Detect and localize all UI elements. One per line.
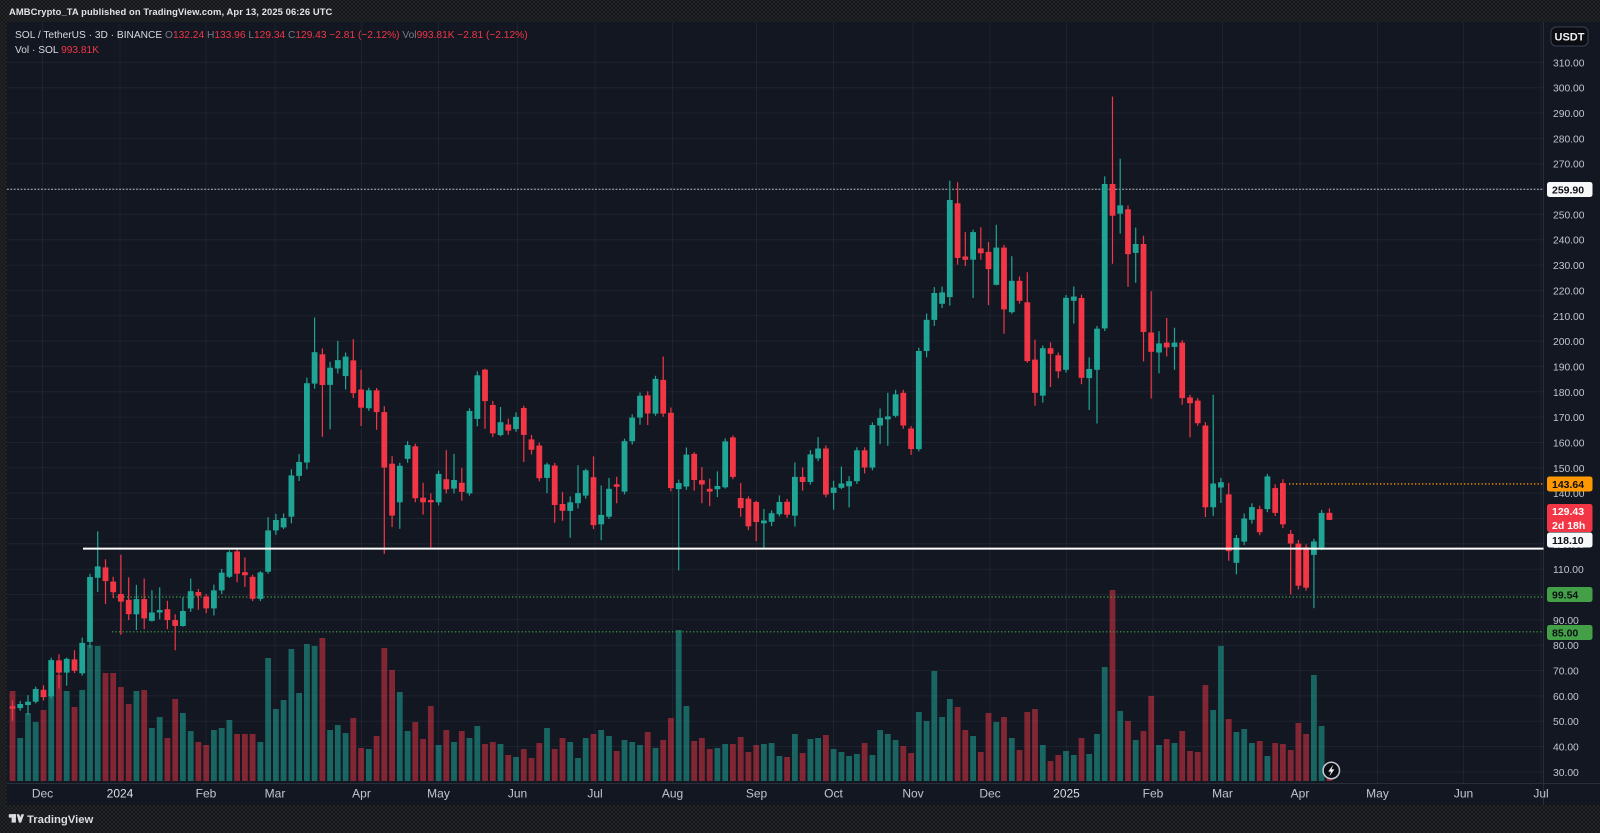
svg-text:210.00: 210.00 [1553,312,1585,323]
svg-text:Dec: Dec [979,787,1000,801]
svg-text:Jun: Jun [508,787,527,801]
svg-text:200.00: 200.00 [1553,337,1585,348]
svg-text:190.00: 190.00 [1553,362,1585,373]
svg-text:Mar: Mar [1212,787,1233,801]
svg-text:Nov: Nov [902,787,923,801]
svg-text:85.00: 85.00 [1552,628,1578,640]
svg-text:2d 18h: 2d 18h [1552,520,1585,532]
svg-text:Jul: Jul [1533,787,1548,801]
svg-text:Apr: Apr [352,787,371,801]
svg-text:May: May [427,787,450,801]
svg-text:220.00: 220.00 [1553,286,1585,297]
svg-text:30.00: 30.00 [1553,768,1579,779]
svg-text:160.00: 160.00 [1553,439,1585,450]
svg-text:270.00: 270.00 [1553,160,1585,171]
svg-text:40.00: 40.00 [1553,743,1579,754]
svg-text:Jun: Jun [1454,787,1473,801]
svg-text:May: May [1366,787,1389,801]
svg-text:240.00: 240.00 [1553,236,1585,247]
svg-text:Sep: Sep [746,787,768,801]
svg-text:SOL / TetherUS · 3D · BINANCE: SOL / TetherUS · 3D · BINANCE O132.24 H1… [15,30,528,41]
svg-text:99.54: 99.54 [1552,590,1578,602]
svg-text:60.00: 60.00 [1553,692,1579,703]
svg-text:250.00: 250.00 [1553,210,1585,221]
svg-text:150.00: 150.00 [1553,464,1585,475]
svg-text:2024: 2024 [107,787,134,801]
svg-text:TradingView: TradingView [27,814,94,826]
svg-text:Feb: Feb [196,787,217,801]
svg-text:Feb: Feb [1143,787,1164,801]
svg-text:129.43: 129.43 [1552,506,1584,518]
svg-text:259.90: 259.90 [1552,185,1584,197]
svg-text:Apr: Apr [1291,787,1310,801]
svg-text:90.00: 90.00 [1553,616,1579,627]
svg-text:118.10: 118.10 [1552,535,1584,547]
svg-text:310.00: 310.00 [1553,58,1585,69]
svg-text:Dec: Dec [32,787,53,801]
svg-text:Vol · SOL 993.81K: Vol · SOL 993.81K [15,45,99,56]
svg-text:2025: 2025 [1053,787,1080,801]
svg-text:170.00: 170.00 [1553,413,1585,424]
svg-text:80.00: 80.00 [1553,641,1579,652]
svg-text:230.00: 230.00 [1553,261,1585,272]
svg-text:110.00: 110.00 [1553,565,1584,576]
svg-text:USDT: USDT [1555,32,1585,44]
svg-text:280.00: 280.00 [1553,134,1585,145]
svg-text:Aug: Aug [662,787,683,801]
svg-text:Jul: Jul [587,787,602,801]
svg-text:70.00: 70.00 [1553,667,1579,678]
svg-text:Mar: Mar [265,787,286,801]
svg-text:50.00: 50.00 [1553,717,1579,728]
svg-text:140.00: 140.00 [1553,489,1585,500]
svg-text:Oct: Oct [824,787,843,801]
svg-text:290.00: 290.00 [1553,109,1585,120]
svg-text:143.64: 143.64 [1552,479,1584,491]
svg-text:300.00: 300.00 [1553,84,1585,95]
svg-text:180.00: 180.00 [1553,388,1585,399]
